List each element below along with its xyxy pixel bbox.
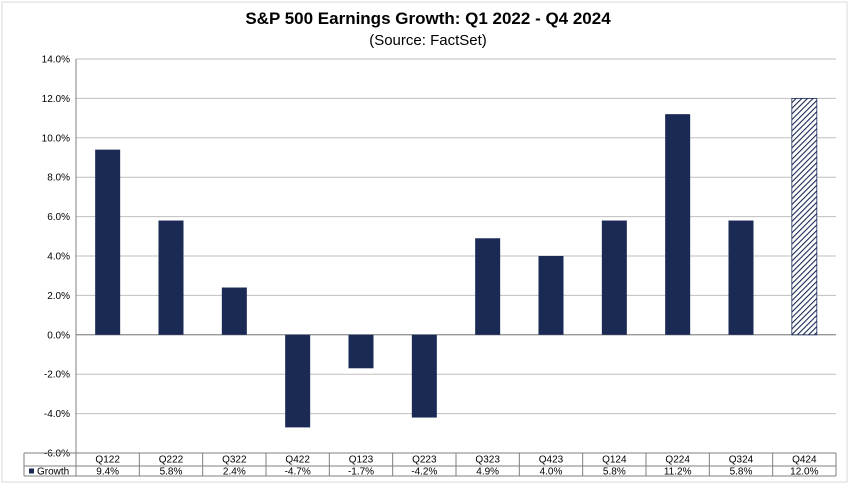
bar-q222 xyxy=(158,220,184,335)
category-label: Q122 xyxy=(95,455,120,466)
y-tick-label: 0.0% xyxy=(47,330,70,341)
data-table: GrowthQ1229.4%Q2225.8%Q3222.4%Q422-4.7%Q… xyxy=(23,452,837,478)
value-label: 4.0% xyxy=(540,467,563,478)
bar-q223 xyxy=(411,334,437,418)
value-label: 5.8% xyxy=(730,467,753,478)
chart-subtitle: (Source: FactSet) xyxy=(369,32,487,49)
bar-q424 xyxy=(791,98,818,336)
category-label: Q224 xyxy=(665,455,690,466)
bar-q122 xyxy=(95,149,121,335)
chart-title: S&P 500 Earnings Growth: Q1 2022 - Q4 20… xyxy=(245,9,611,28)
bar-q123 xyxy=(348,334,374,369)
category-label: Q323 xyxy=(475,455,500,466)
bars xyxy=(95,98,818,428)
category-label: Q423 xyxy=(539,455,564,466)
bar-q422 xyxy=(285,334,311,428)
bar-q324 xyxy=(728,220,754,335)
value-label: -4.2% xyxy=(411,467,437,478)
value-label: 11.2% xyxy=(664,467,692,478)
value-label: -1.7% xyxy=(348,467,374,478)
bar-q323 xyxy=(475,238,501,335)
bar-q423 xyxy=(538,256,564,335)
y-tick-label: -2.0% xyxy=(44,370,70,381)
value-label: 5.8% xyxy=(160,467,183,478)
y-tick-label: 6.0% xyxy=(47,212,70,223)
y-axis-ticks: -6.0% -4.0% -2.0% 0.0% 2.0% 4.0% 6.0% 8.0% 10.0%… xyxy=(42,55,70,460)
value-label: 4.9% xyxy=(476,467,499,478)
value-label: -4.7% xyxy=(285,467,311,478)
bar-q124 xyxy=(601,220,627,335)
bar-q322 xyxy=(221,287,247,335)
y-tick-label: -6.0% xyxy=(44,449,70,460)
category-label: Q422 xyxy=(285,455,310,466)
category-label: Q322 xyxy=(222,455,247,466)
category-label: Q124 xyxy=(602,455,627,466)
y-tick-label: 14.0% xyxy=(42,55,70,66)
value-label: 2.4% xyxy=(223,467,246,478)
grid-lines xyxy=(75,58,836,454)
category-label: Q324 xyxy=(729,455,754,466)
value-label: 5.8% xyxy=(603,467,626,478)
category-label: Q424 xyxy=(792,455,817,466)
y-tick-label: 8.0% xyxy=(47,173,70,184)
y-tick-label: 12.0% xyxy=(42,94,70,105)
y-tick-label: 4.0% xyxy=(47,252,70,263)
y-tick-label: -4.0% xyxy=(44,409,70,420)
legend-swatch xyxy=(29,468,34,474)
y-tick-label: 10.0% xyxy=(42,133,70,144)
y-tick-label: 2.0% xyxy=(47,291,70,302)
category-label: Q223 xyxy=(412,455,437,466)
legend-label: Growth xyxy=(37,467,69,478)
value-label: 9.4% xyxy=(96,467,119,478)
category-label: Q123 xyxy=(349,455,374,466)
bar-q224 xyxy=(665,114,691,335)
category-label: Q222 xyxy=(159,455,184,466)
value-label: 12.0% xyxy=(790,467,818,478)
